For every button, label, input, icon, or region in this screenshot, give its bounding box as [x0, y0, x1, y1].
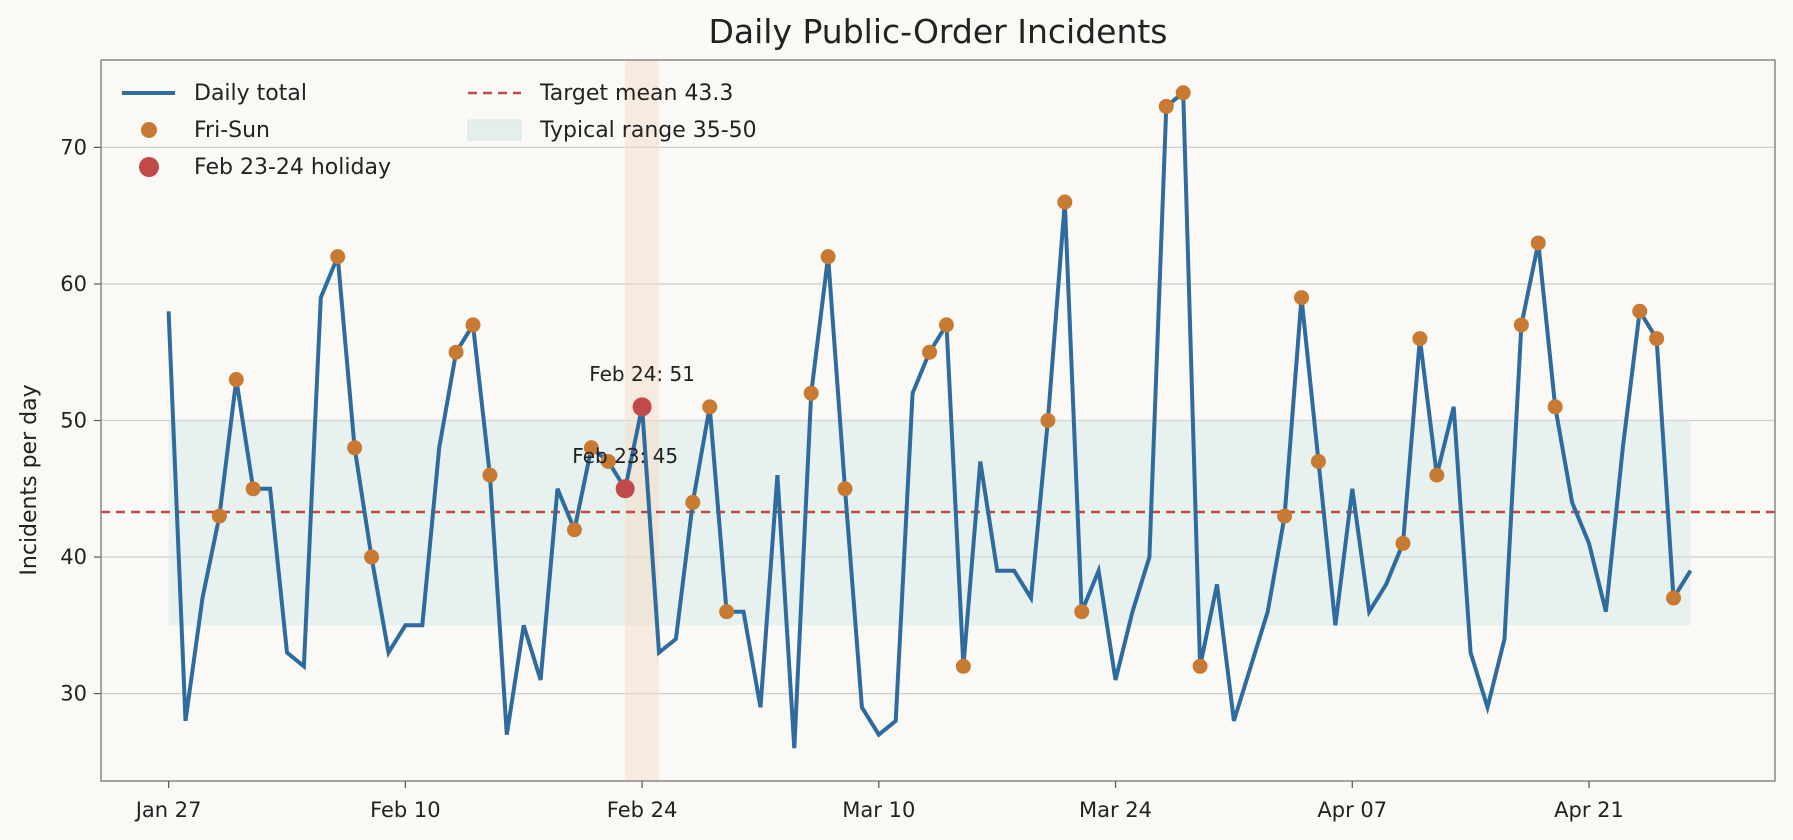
weekend-point	[1277, 508, 1293, 524]
y-tick-label: 30	[60, 682, 87, 706]
y-tick-label: 40	[60, 545, 87, 569]
typical-range-band	[168, 420, 1691, 626]
y-tick-label: 70	[60, 135, 87, 159]
weekend-point	[1294, 290, 1310, 306]
weekend-point	[1175, 85, 1191, 101]
weekend-point	[583, 440, 599, 456]
weekend-point	[1429, 467, 1445, 483]
chart-title: Daily Public-Order Incidents	[708, 12, 1167, 51]
weekend-point	[1547, 399, 1563, 415]
weekend-point	[330, 249, 346, 265]
holiday-point	[615, 479, 635, 499]
x-tick-label: Jan 27	[134, 798, 202, 822]
weekend-point	[600, 453, 616, 469]
weekend-point	[1412, 331, 1428, 347]
weekend-point	[245, 481, 261, 497]
weekend-point	[938, 317, 954, 333]
weekend-point	[228, 372, 244, 388]
weekend-point	[1057, 194, 1073, 210]
weekend-point	[1192, 658, 1208, 674]
weekend-point	[1530, 235, 1546, 251]
legend-swatch-marker	[139, 157, 159, 177]
weekend-point	[1649, 331, 1665, 347]
weekend-point	[465, 317, 481, 333]
weekend-point	[1074, 604, 1090, 620]
weekend-point	[211, 508, 227, 524]
holiday-annotation: Feb 23: 45	[572, 444, 678, 468]
weekend-point	[566, 522, 582, 538]
x-tick-label: Mar 24	[1079, 798, 1152, 822]
weekend-point	[364, 549, 380, 565]
legend-swatch-marker	[141, 122, 157, 138]
y-tick-label: 50	[60, 409, 87, 433]
x-tick-label: Mar 10	[842, 798, 915, 822]
weekend-point	[685, 494, 701, 510]
weekend-point	[1040, 413, 1056, 428]
weekend-point	[803, 385, 819, 401]
holiday-point	[632, 397, 652, 417]
weekend-point	[448, 344, 464, 360]
x-tick-label: Feb 10	[370, 798, 441, 822]
weekend-point	[702, 399, 718, 415]
weekend-point	[1310, 453, 1326, 469]
weekend-point	[837, 481, 853, 497]
weekend-point	[482, 467, 498, 483]
legend-swatch-band	[467, 119, 522, 141]
weekend-point	[1632, 303, 1648, 319]
x-tick-label: Apr 07	[1317, 798, 1387, 822]
weekend-point	[820, 249, 836, 265]
weekend-point	[347, 440, 363, 456]
legend-label: Target mean 43.3	[539, 81, 733, 106]
x-tick-label: Apr 21	[1554, 798, 1624, 822]
plot-area: 30 40 50 60 70 Feb 23: 45 Feb 24: 51 Jan 27 Feb …	[60, 59, 1776, 822]
weekend-point	[1666, 590, 1682, 606]
legend-label: Typical range 35-50	[539, 118, 757, 143]
weekend-point	[922, 344, 938, 360]
legend-label: Fri-Sun	[194, 118, 270, 143]
legend: Daily total Fri-Sun Feb 23-24 holiday Targe…	[122, 81, 757, 180]
legend-label: Feb 23-24 holiday	[194, 155, 391, 180]
weekend-point	[1395, 535, 1411, 551]
y-axis-label: Incidents per day	[17, 384, 42, 575]
axes-frame	[100, 59, 1776, 782]
weekend-point	[1158, 98, 1174, 114]
weekend-point	[1513, 317, 1529, 333]
weekend-point	[719, 604, 735, 620]
x-tick-label: Feb 24	[607, 798, 678, 822]
legend-label: Daily total	[194, 81, 307, 106]
y-tick-label: 60	[60, 272, 87, 296]
weekend-point	[955, 658, 971, 674]
holiday-annotation: Feb 24: 51	[589, 362, 695, 386]
